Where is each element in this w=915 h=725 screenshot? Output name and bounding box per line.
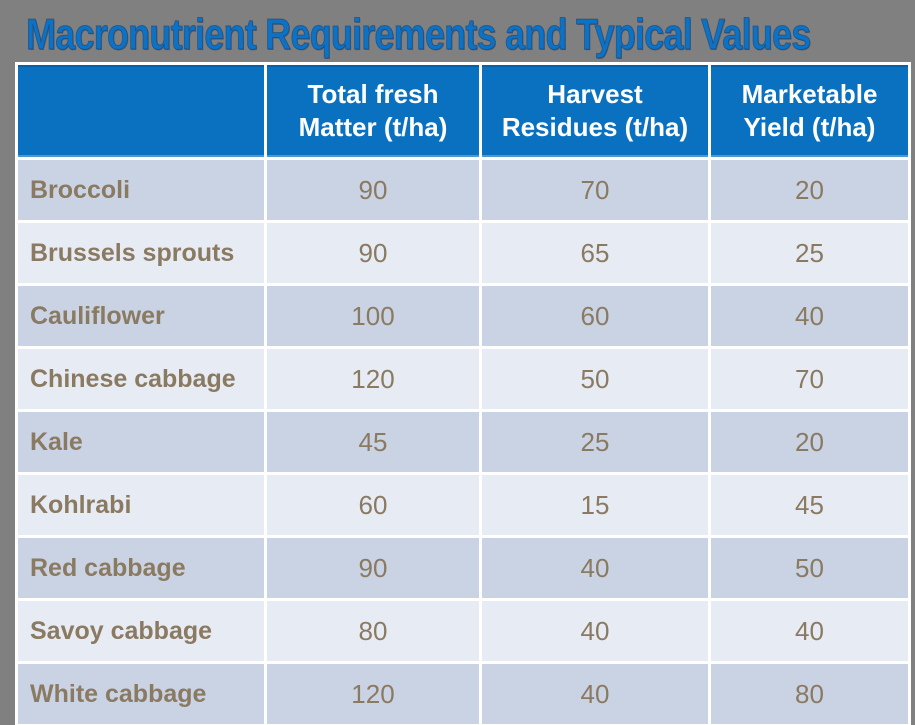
table-row-chinese-cabbage: Chinese cabbage 120 50 70 [18,349,908,409]
cell-value: 50 [711,538,908,598]
cell-value: 45 [267,412,479,472]
header-line: Residues (t/ha) [501,112,689,142]
cell-value: 70 [482,160,708,220]
header-line: Yield (t/ha) [743,112,876,142]
cell-value: 45 [711,475,908,535]
header-line: Total fresh [307,79,439,109]
cell-value: 20 [711,160,908,220]
table-row-cauliflower: Cauliflower 100 60 40 [18,286,908,346]
row-label: Kohlrabi [18,475,264,535]
cell-value: 70 [711,349,908,409]
table-row-red-cabbage: Red cabbage 90 40 50 [18,538,908,598]
table-row-kohlrabi: Kohlrabi 60 15 45 [18,475,908,535]
cell-value: 25 [711,223,908,283]
table-row-white-cabbage: White cabbage 120 40 80 [18,664,908,724]
row-label: Kale [18,412,264,472]
cell-value: 80 [711,664,908,724]
cell-value: 40 [711,286,908,346]
cell-value: 90 [267,223,479,283]
cell-value: 80 [267,601,479,661]
row-label: Red cabbage [18,538,264,598]
cell-value: 60 [267,475,479,535]
cell-value: 40 [482,538,708,598]
cell-value: 65 [482,223,708,283]
cell-value: 90 [267,538,479,598]
row-label: White cabbage [18,664,264,724]
column-header-total-fresh-matter: Total fresh Matter (t/ha) [267,65,479,157]
cell-value: 40 [482,664,708,724]
macronutrient-table: Total fresh Matter (t/ha) Harvest Residu… [15,62,911,725]
cell-value: 60 [482,286,708,346]
cell-value: 40 [482,601,708,661]
row-label: Brussels sprouts [18,223,264,283]
cell-value: 100 [267,286,479,346]
header-line: Marketable [741,79,878,109]
table-row-savoy-cabbage: Savoy cabbage 80 40 40 [18,601,908,661]
corner-header-cell [18,65,264,157]
cell-value: 120 [267,349,479,409]
header-row: Total fresh Matter (t/ha) Harvest Residu… [18,65,908,157]
header-line: Matter (t/ha) [298,112,448,142]
row-label: Chinese cabbage [18,349,264,409]
table-container: Total fresh Matter (t/ha) Harvest Residu… [15,62,911,725]
row-label: Cauliflower [18,286,264,346]
table-row-brussels-sprouts: Brussels sprouts 90 65 25 [18,223,908,283]
cell-value: 90 [267,160,479,220]
header-line: Harvest [547,79,643,109]
row-label: Savoy cabbage [18,601,264,661]
cell-value: 20 [711,412,908,472]
cell-value: 120 [267,664,479,724]
column-header-harvest-residues: Harvest Residues (t/ha) [482,65,708,157]
table-row-broccoli: Broccoli 90 70 20 [18,160,908,220]
cell-value: 40 [711,601,908,661]
row-label: Broccoli [18,160,264,220]
table-row-kale: Kale 45 25 20 [18,412,908,472]
column-header-marketable-yield: Marketable Yield (t/ha) [711,65,908,157]
cell-value: 25 [482,412,708,472]
cell-value: 50 [482,349,708,409]
slide-title: Macronutrient Requirements and Typical V… [26,10,812,60]
cell-value: 15 [482,475,708,535]
